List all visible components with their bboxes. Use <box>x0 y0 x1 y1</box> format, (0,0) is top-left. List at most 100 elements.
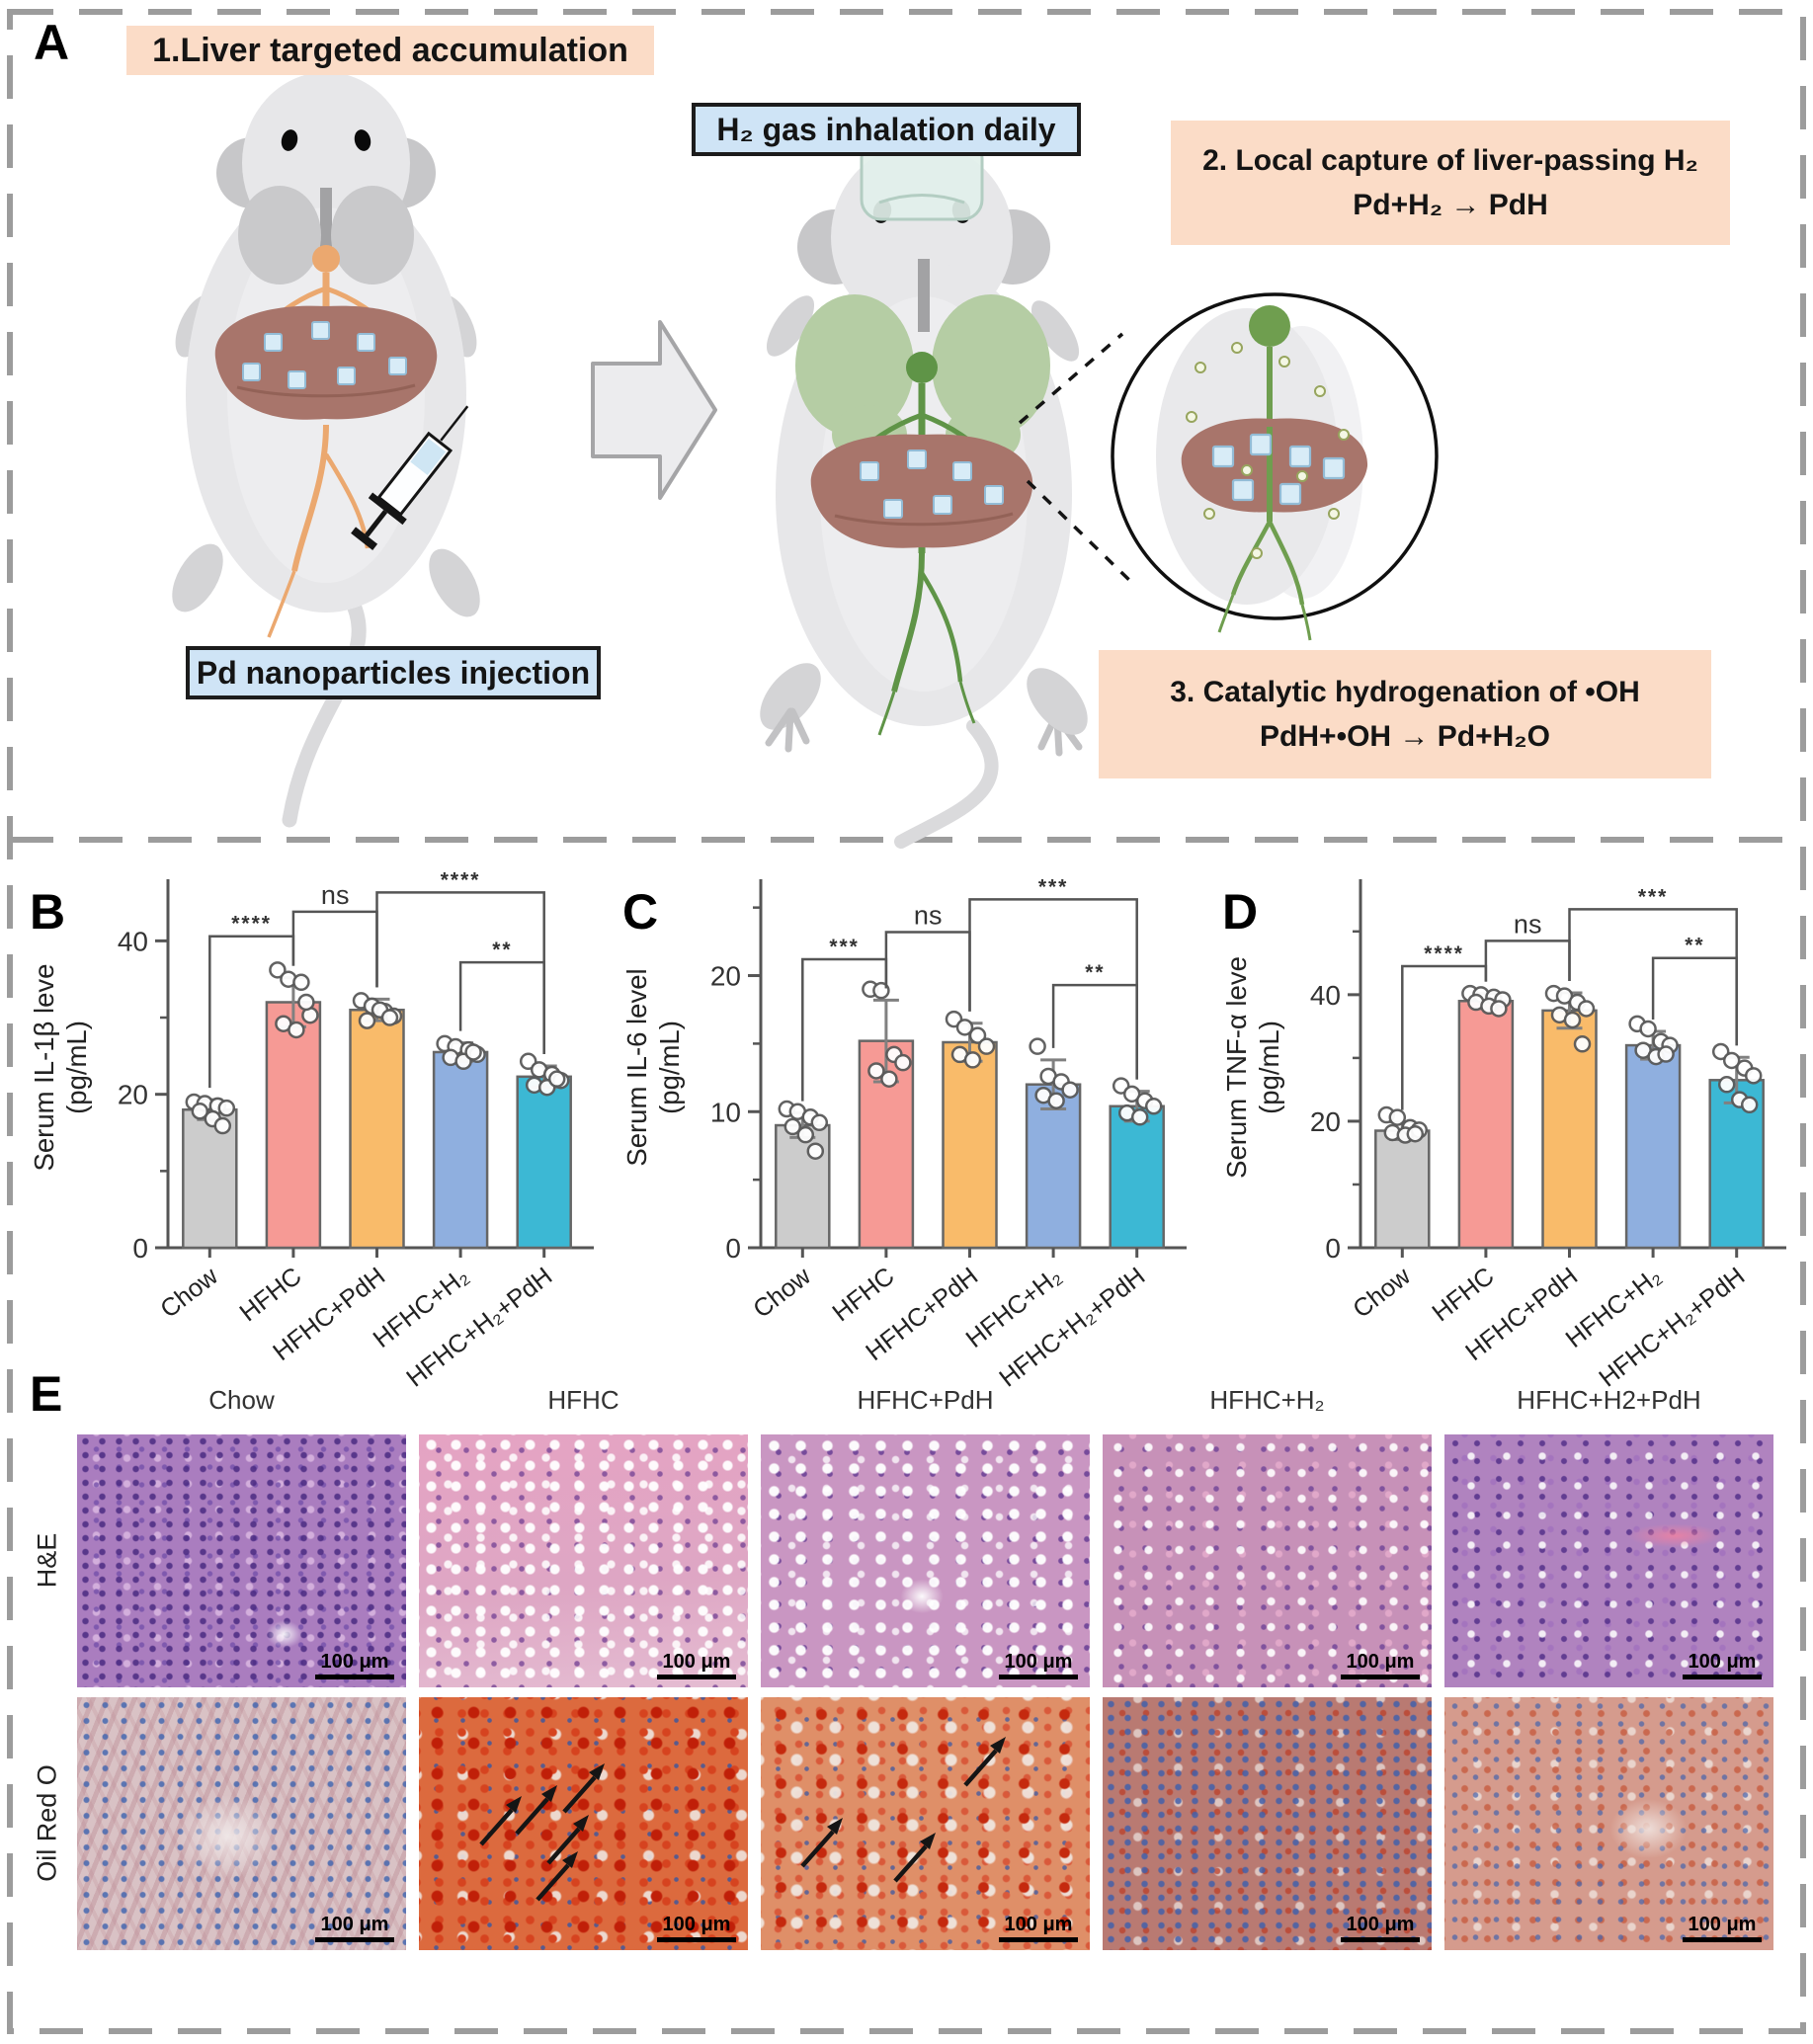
x-tick-label: Chow <box>1348 1262 1416 1324</box>
scale-bar: 100 μm <box>1341 1652 1420 1679</box>
histology-tile-he-hfhc-pdh: 100 μm <box>761 1434 1090 1687</box>
scale-bar-line <box>1683 1675 1762 1679</box>
e-col-label-4: HFHC+H2+PdH <box>1517 1385 1701 1415</box>
data-point <box>213 1116 232 1135</box>
lipid-droplet-arrow-icon <box>515 1784 558 1836</box>
scale-bar-label: 100 μm <box>320 1651 389 1673</box>
y-tick-label: 20 <box>710 961 741 992</box>
scale-bar-line <box>657 1675 736 1679</box>
data-point <box>1722 1051 1741 1070</box>
y-axis-title: Serum IL-6 level(pg/mL) <box>621 968 685 1166</box>
data-point <box>1740 1096 1759 1114</box>
scale-bar-label: 100 μm <box>1688 1914 1757 1935</box>
scale-bar: 100 μm <box>999 1915 1078 1942</box>
data-point <box>1029 1037 1046 1055</box>
arrow-right-icon <box>591 320 717 500</box>
scale-bar-label: 100 μm <box>1346 1914 1415 1935</box>
data-point <box>292 973 310 992</box>
sig-bracket <box>1484 940 1571 982</box>
scale-bar-line <box>315 1675 394 1679</box>
x-tick-label: HFHC+H₂+PdH <box>401 1263 557 1393</box>
data-point <box>1388 1108 1407 1126</box>
scale-bar-line <box>1341 1937 1420 1942</box>
histology-tile-he-hfhc-h2-pdh: 100 μm <box>1444 1434 1773 1687</box>
panel-b-chart-block: 0 20 40 Serum IL-1β leve(pg/mL) Chow HFHC HFHC… <box>18 858 601 1393</box>
sig-label: ns <box>321 880 350 910</box>
data-point <box>867 1062 885 1080</box>
mouse-eye <box>281 129 298 151</box>
y-axis-title: Serum IL-1β leve(pg/mL) <box>29 964 92 1172</box>
data-point <box>1717 1076 1736 1094</box>
panel-e-label: E <box>30 1366 63 1422</box>
serum-tnfa-chart: 0 20 40 Serum TNF-α leve(pg/mL) Chow HFHC HFHC… <box>1221 879 1786 1393</box>
scale-bar: 100 μm <box>1683 1915 1762 1942</box>
histology-tile-oro-hfhc-h2: 100 μm <box>1103 1697 1432 1950</box>
sig-label: *** <box>1638 885 1669 908</box>
scale-bar: 100 μm <box>1683 1652 1762 1679</box>
sig-label: ns <box>914 900 943 930</box>
bar-hfhc-h- <box>1025 1083 1082 1250</box>
data-point <box>547 1070 566 1088</box>
e-row-label-h-e: H&E <box>32 1532 62 1589</box>
x-tick-label: Chow <box>155 1262 223 1324</box>
scale-bar: 100 μm <box>315 1652 394 1679</box>
sig-label: ** <box>1685 935 1704 957</box>
bar-hfhc-h-pdh <box>1109 1104 1165 1250</box>
x-tick-label: HFHC <box>1428 1263 1500 1328</box>
bar-hfhc-h- <box>1624 1043 1682 1250</box>
bar-hfhc-pdh <box>942 1040 998 1250</box>
bar-hfhc-pdh <box>349 1009 405 1250</box>
data-point <box>806 1142 825 1160</box>
e-row-label-oil-red-o: Oil Red O <box>32 1764 62 1882</box>
sig-label: **** <box>231 913 272 936</box>
y-axis-title: Serum TNF-α leve(pg/mL) <box>1221 956 1284 1179</box>
data-point <box>217 1099 236 1117</box>
data-point <box>1563 1011 1582 1029</box>
e-col-label-2: HFHC+PdH <box>857 1385 994 1415</box>
data-point <box>288 1021 305 1039</box>
panel-d-label: D <box>1222 884 1259 940</box>
lipid-droplet-arrow-icon <box>799 1818 843 1868</box>
scale-bar: 100 μm <box>315 1915 394 1942</box>
bar-hfhc-h- <box>432 1050 489 1250</box>
data-point <box>1490 1000 1508 1018</box>
y-tick-label: 0 <box>1325 1233 1341 1264</box>
scale-bar: 100 μm <box>657 1915 736 1942</box>
scale-bar-line <box>315 1937 394 1942</box>
y-tick-label: 20 <box>118 1080 148 1110</box>
x-tick-label: Chow <box>748 1262 816 1324</box>
step3-line1: 3. Catalytic hydrogenation of •OH <box>1170 675 1640 708</box>
data-point <box>380 1009 399 1026</box>
histology-tile-he-hfhc: 100 μm <box>419 1434 748 1687</box>
serum-il1b-chart: 0 20 40 Serum IL-1β leve(pg/mL) Chow HFHC HFHC… <box>29 868 594 1393</box>
scale-bar-label: 100 μm <box>1004 1914 1073 1935</box>
mouse-tail <box>894 719 999 849</box>
data-point <box>191 1103 209 1120</box>
step3-box: 3. Catalytic hydrogenation of •OH PdH+•O… <box>1099 650 1711 778</box>
scale-bar-line <box>999 1937 1078 1942</box>
histology-tile-he-hfhc-h2: 100 μm <box>1103 1434 1432 1687</box>
scale-bar-label: 100 μm <box>320 1914 389 1935</box>
data-point <box>1144 1098 1163 1115</box>
sig-label: **** <box>441 868 481 891</box>
panel-c-chart-block: 0 10 20 Serum IL-6 level(pg/mL) Chow HFHC HFHC… <box>611 858 1194 1393</box>
vessel-tree-zoom <box>1217 427 1312 641</box>
serum-il6-chart: 0 10 20 Serum IL-6 level(pg/mL) Chow HFHC HFHC… <box>621 875 1187 1393</box>
data-point <box>1573 1035 1592 1053</box>
scale-bar-label: 100 μm <box>1004 1651 1073 1673</box>
lipid-droplet-arrow-icon <box>546 1814 589 1865</box>
data-point <box>955 1019 974 1036</box>
sig-bracket <box>1051 983 1138 1080</box>
panel-d-chart-block: 0 20 40 Serum TNF-α leve(pg/mL) Chow HFHC HFHC… <box>1210 858 1793 1393</box>
bar-hfhc-h-pdh <box>516 1075 572 1250</box>
step1-box: 1.Liver targeted accumulation <box>126 26 654 75</box>
panel-a-label: A <box>34 15 70 70</box>
sig-label: ** <box>492 939 512 961</box>
panel-c-label: C <box>622 884 659 940</box>
scale-bar-line <box>1683 1937 1762 1942</box>
sig-label: ns <box>1514 909 1542 939</box>
step2-line2: Pd+H₂ → PdH <box>1353 189 1548 221</box>
data-point <box>1122 1085 1141 1104</box>
data-point <box>297 993 315 1012</box>
